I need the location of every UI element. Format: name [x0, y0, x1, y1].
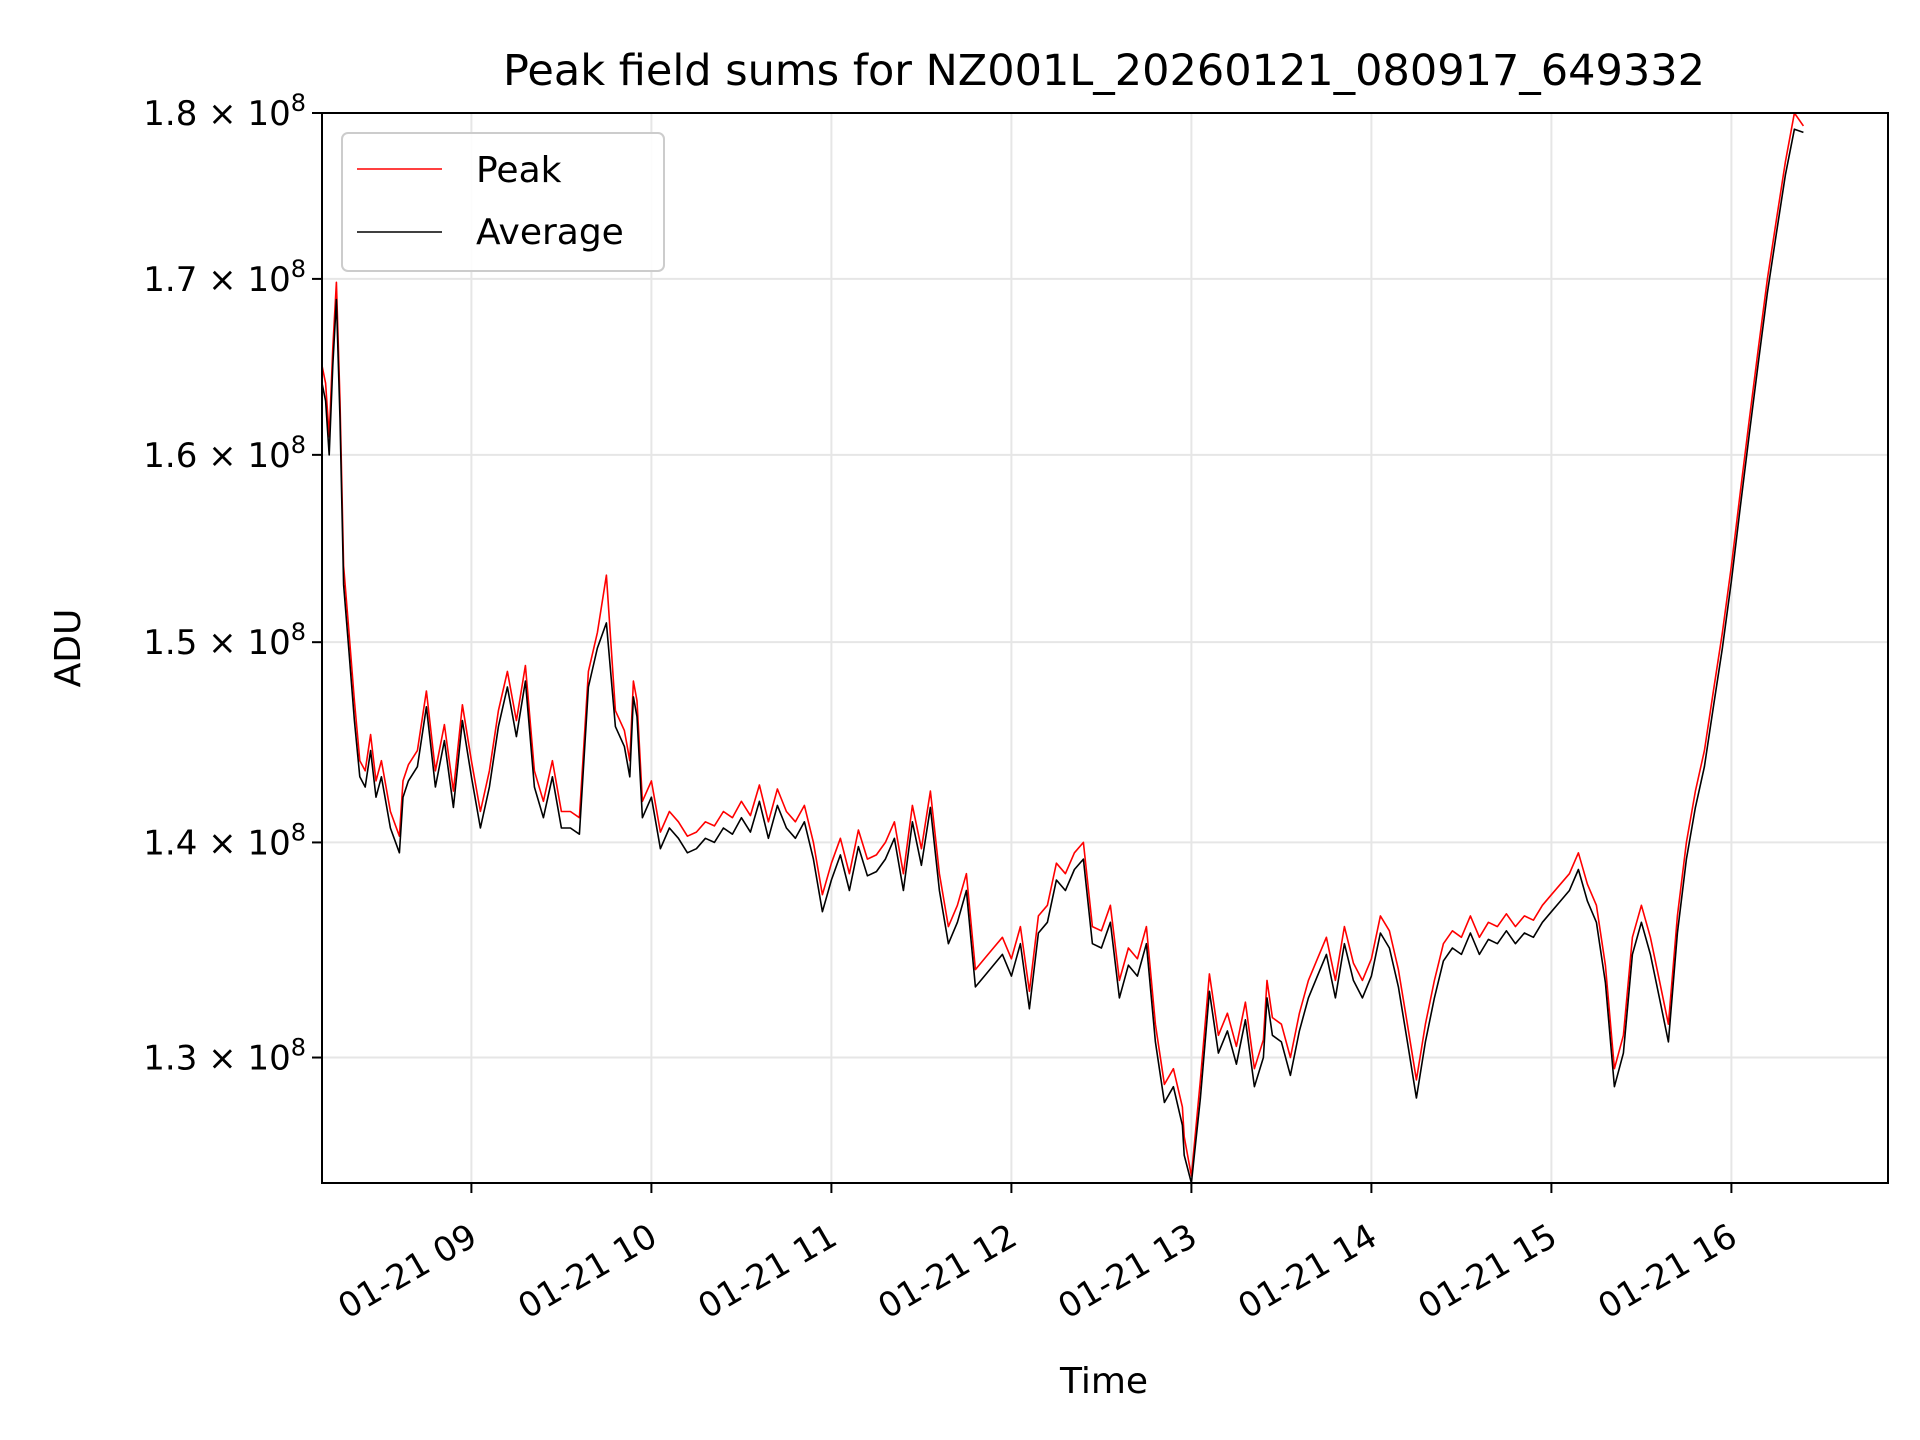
series-line-peak — [321, 112, 1805, 1177]
y-tick-label: 1.6 × 108 — [143, 431, 306, 476]
plot-frame — [321, 112, 1889, 1184]
legend: Peak Average — [341, 132, 665, 272]
legend-box — [341, 132, 665, 272]
y-tick-label: 1.8 × 108 — [143, 89, 306, 134]
grid — [322, 113, 1888, 1183]
y-tick-label: 1.7 × 108 — [143, 255, 306, 300]
plot-lines — [321, 112, 1805, 1184]
legend-label-peak: Peak — [476, 150, 562, 191]
y-tick-label: 1.3 × 108 — [143, 1034, 306, 1079]
series-line-average — [321, 128, 1804, 1184]
y-axis: 1.3 × 108 1.4 × 108 1.5 × 108 1.6 × 108 1.7 … — [143, 89, 322, 1079]
x-axis-title: Time — [1059, 1361, 1148, 1402]
legend-label-average: Average — [476, 212, 624, 253]
y-tick-label: 1.5 × 108 — [143, 618, 306, 663]
chart-title: Peak field sums for NZ001L_20260121_0809… — [503, 46, 1705, 96]
y-tick-label: 1.4 × 108 — [143, 818, 306, 863]
y-axis-title: ADU — [48, 609, 89, 688]
